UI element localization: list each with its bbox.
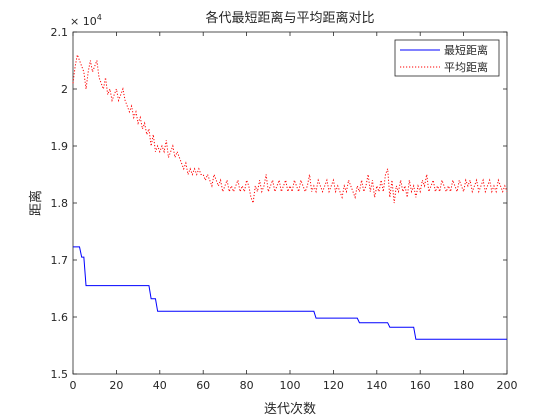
x-tick-label: 40 xyxy=(153,379,167,392)
legend-label-average: 平均距离 xyxy=(444,60,488,74)
x-tick-label: 80 xyxy=(240,379,254,392)
x-tick-label: 60 xyxy=(196,379,210,392)
legend-box xyxy=(394,39,500,77)
legend-label-shortest: 最短距离 xyxy=(444,43,488,57)
y-tick-label: 2.1 xyxy=(51,26,69,39)
x-tick-label: 200 xyxy=(497,379,518,392)
y-tick-label: 1.5 xyxy=(51,368,69,381)
x-tick-label: 160 xyxy=(410,379,431,392)
y-tick-label: 1.9 xyxy=(51,140,69,153)
axes-layer: 0 20 40 60 80 100 120 140 160 180 200 1.5 1.6 1.7 1.8 1… xyxy=(51,26,518,392)
legend: 最短距离 平均距离 xyxy=(394,39,500,77)
series-line-average xyxy=(72,52,508,204)
exponent-power: 4 xyxy=(97,13,102,22)
y-axis-exponent-label: × 104 xyxy=(70,13,102,28)
y-tick-label: 2 xyxy=(61,83,68,96)
y-axis-title: 距离 xyxy=(28,190,44,216)
x-tick-label: 20 xyxy=(109,379,123,392)
labels-layer: 各代最短距离与平均距离对比 迭代次数 距离 × 104 xyxy=(28,10,375,417)
x-tick-label: 120 xyxy=(323,379,344,392)
plot-area xyxy=(72,31,508,375)
series-layer xyxy=(72,52,508,340)
x-tick-label: 100 xyxy=(280,379,301,392)
y-tick-label: 1.8 xyxy=(51,197,69,210)
chart-title: 各代最短距离与平均距离对比 xyxy=(205,10,374,26)
x-tick-label: 140 xyxy=(366,379,387,392)
x-tick-label: 180 xyxy=(453,379,474,392)
series-line-shortest xyxy=(73,246,507,340)
y-tick-label: 1.7 xyxy=(51,254,69,267)
x-axis-title: 迭代次数 xyxy=(264,401,316,417)
x-tick-label: 0 xyxy=(70,379,77,392)
y-tick-label: 1.6 xyxy=(51,311,69,324)
exponent-base: × 10 xyxy=(70,15,97,28)
